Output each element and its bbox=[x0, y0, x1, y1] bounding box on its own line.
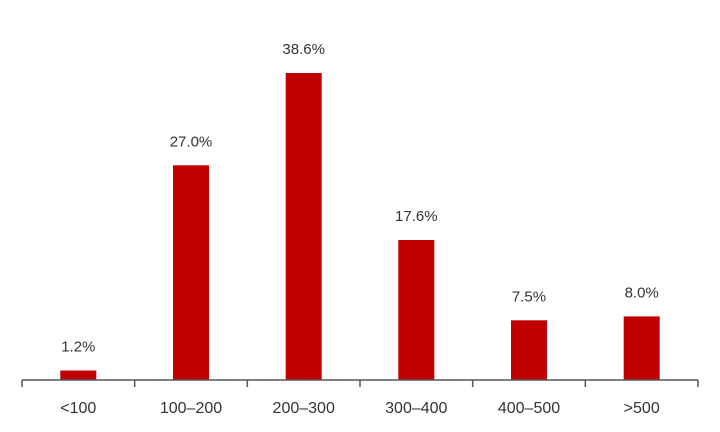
bar bbox=[60, 370, 97, 380]
bar-value-label: 38.6% bbox=[282, 41, 325, 58]
x-axis-ticks-group bbox=[21, 380, 699, 387]
bar bbox=[511, 320, 547, 380]
bar-value-label: 8.0% bbox=[625, 284, 659, 301]
bar bbox=[285, 73, 322, 380]
x-axis-tick-label: 300–400 bbox=[385, 400, 447, 417]
x-axis-tick-labels-group: <100 100–200 200–300 300–400 400–500 >500 bbox=[60, 400, 660, 417]
bar-value-label: 1.2% bbox=[61, 339, 95, 356]
bar bbox=[173, 165, 209, 380]
x-axis-tick-label: >500 bbox=[624, 400, 660, 417]
bar bbox=[398, 240, 435, 380]
bar-value-label: 7.5% bbox=[512, 288, 546, 305]
bar-value-label: 17.6% bbox=[395, 208, 438, 225]
x-axis-tick-label: 200–300 bbox=[273, 400, 335, 417]
x-axis-tick-label: <100 bbox=[60, 400, 96, 417]
bar-value-label: 27.0% bbox=[170, 133, 213, 150]
value-labels-group: 1.2% 27.0% 38.6% 17.6% 7.5% 8.0% bbox=[61, 41, 659, 356]
x-axis-tick-label: 100–200 bbox=[160, 400, 222, 417]
bars-group bbox=[60, 73, 660, 380]
bar bbox=[623, 316, 660, 380]
x-axis-tick-label: 400–500 bbox=[498, 400, 560, 417]
